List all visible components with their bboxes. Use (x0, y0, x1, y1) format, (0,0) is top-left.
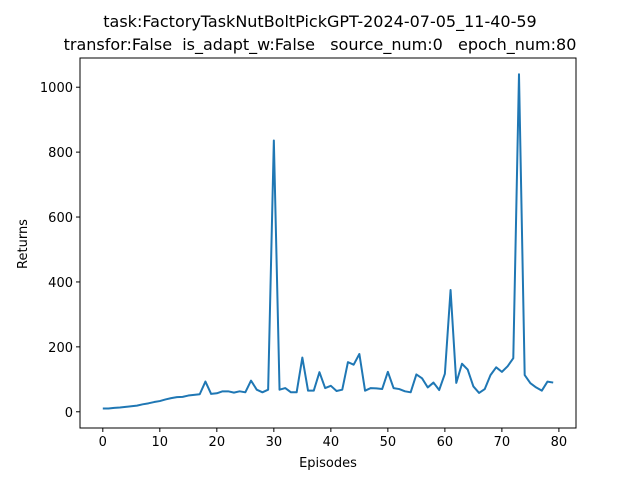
y-tick-label: 1000 (40, 81, 73, 96)
y-axis-label: Returns (16, 219, 31, 269)
x-tick-label: 0 (99, 435, 107, 450)
axes-frame (79, 57, 577, 429)
x-axis-label: Episodes (299, 456, 357, 471)
y-tick-label: 600 (48, 211, 73, 226)
x-tick-label: 10 (152, 435, 169, 450)
y-tick-label: 200 (48, 341, 73, 356)
x-tick-label: 20 (209, 435, 226, 450)
x-tick-label: 70 (494, 435, 511, 450)
chart-title-line1: task:FactoryTaskNutBoltPickGPT-2024-07-0… (103, 12, 536, 32)
series-line (102, 73, 554, 410)
x-tick-label: 80 (551, 435, 568, 450)
x-tick-label: 30 (266, 435, 283, 450)
y-tick-label: 0 (65, 406, 73, 421)
x-tick-label: 50 (380, 435, 397, 450)
y-tick-label: 800 (48, 146, 73, 161)
y-tick-label: 400 (48, 276, 73, 291)
x-tick-label: 60 (437, 435, 454, 450)
x-tick-label: 40 (323, 435, 340, 450)
chart-title-line2: transfor:False is_adapt_w:False source_n… (64, 35, 577, 55)
